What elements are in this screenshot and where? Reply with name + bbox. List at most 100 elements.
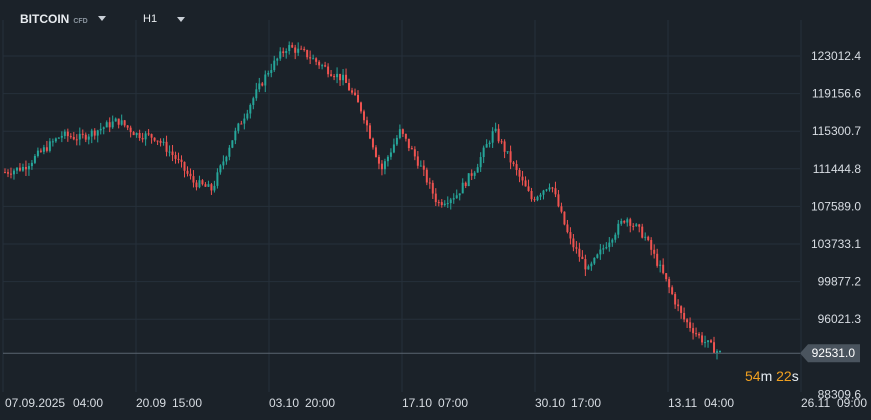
candle-body bbox=[252, 98, 255, 105]
candle-body bbox=[207, 184, 210, 187]
candle-body bbox=[255, 89, 258, 99]
candle-body bbox=[276, 58, 279, 61]
candle-body bbox=[398, 129, 401, 138]
candle-body bbox=[273, 60, 276, 71]
candle-body bbox=[590, 263, 593, 267]
candle-body bbox=[389, 152, 392, 157]
candle-body bbox=[240, 123, 243, 125]
candle-body bbox=[156, 140, 159, 142]
price-axis-label: 88309.6 bbox=[818, 387, 862, 401]
candle-body bbox=[437, 202, 440, 204]
candle-body bbox=[452, 198, 455, 200]
candle-body bbox=[144, 133, 147, 140]
candle-body bbox=[267, 72, 270, 75]
candle-body bbox=[560, 206, 563, 212]
candle-body bbox=[90, 130, 93, 137]
candle-body bbox=[36, 150, 39, 156]
candle-body bbox=[431, 182, 434, 194]
candle-body bbox=[449, 199, 452, 204]
candle-body bbox=[548, 187, 551, 190]
candle-body bbox=[57, 137, 60, 139]
candle-body bbox=[464, 182, 467, 187]
time-axis-label: 30.10 bbox=[535, 396, 565, 410]
time-axis-label: 03.10 bbox=[269, 396, 299, 410]
candle-body bbox=[126, 125, 129, 128]
candle-body bbox=[614, 234, 617, 240]
candle-body bbox=[48, 141, 51, 151]
candle-body bbox=[554, 188, 557, 195]
candle-body bbox=[180, 159, 183, 162]
candle-body bbox=[282, 51, 285, 54]
candle-body bbox=[108, 122, 111, 128]
candle-body bbox=[626, 219, 629, 223]
candle-body bbox=[63, 131, 66, 136]
candle-body bbox=[261, 83, 264, 86]
candle-body bbox=[258, 83, 261, 90]
candle-body bbox=[713, 342, 716, 353]
chevron-down-icon[interactable] bbox=[177, 16, 186, 22]
time-axis-label: 07:00 bbox=[438, 396, 468, 410]
candle-body bbox=[395, 137, 398, 145]
candle-body bbox=[123, 120, 126, 126]
price-axis-label: 123012.4 bbox=[811, 49, 861, 63]
chevron-down-icon[interactable] bbox=[97, 16, 106, 21]
candle-body bbox=[339, 73, 342, 81]
candle-body bbox=[371, 138, 374, 148]
candle-body bbox=[416, 156, 419, 166]
candle-body bbox=[719, 350, 721, 352]
candle-body bbox=[425, 169, 428, 183]
candle-body bbox=[704, 342, 707, 344]
candle-body bbox=[533, 199, 536, 201]
candle-body bbox=[315, 58, 318, 62]
candle-body bbox=[4, 172, 6, 174]
candle-body bbox=[536, 196, 539, 201]
candle-body bbox=[608, 242, 611, 248]
price-axis[interactable]: 123012.4 119156.6 115300.7 111444.8 107589.0… bbox=[811, 49, 861, 401]
current-price-tag bbox=[800, 344, 860, 363]
time-axis[interactable]: 07.09.2025 04:00 20.09 15:00 03.10 20:00 17.10… bbox=[5, 396, 867, 410]
candle-body bbox=[512, 162, 515, 165]
candle-body bbox=[386, 156, 389, 162]
candle-body bbox=[485, 144, 488, 148]
candle-body bbox=[593, 257, 596, 264]
candle-body bbox=[12, 170, 15, 175]
candle-body bbox=[692, 328, 695, 334]
candle-body bbox=[584, 259, 587, 270]
symbol-selector[interactable]: BITCOIN CFD bbox=[20, 12, 106, 26]
candle-body bbox=[279, 51, 282, 59]
candle-body bbox=[318, 61, 321, 66]
candle-body bbox=[362, 111, 365, 121]
candle-body bbox=[66, 131, 69, 137]
candle-body bbox=[611, 239, 614, 243]
candle-body bbox=[476, 167, 479, 173]
candle-body bbox=[473, 172, 476, 176]
time-axis-label: 17:00 bbox=[571, 396, 601, 410]
candle-body bbox=[192, 176, 195, 183]
time-axis-label: 04:00 bbox=[73, 396, 103, 410]
candle-body bbox=[434, 193, 437, 203]
candle-body bbox=[186, 170, 189, 174]
candle-body bbox=[653, 249, 656, 254]
candle-body bbox=[605, 247, 608, 249]
candle-body bbox=[365, 120, 368, 126]
candle-body bbox=[515, 164, 518, 170]
candle-body bbox=[117, 118, 120, 125]
time-axis-label: 20.09 bbox=[136, 396, 166, 410]
candle-body bbox=[410, 148, 413, 150]
timeframe-selector[interactable]: H1 bbox=[143, 13, 186, 25]
candle-body bbox=[695, 333, 698, 335]
candle-body bbox=[581, 256, 584, 260]
candle-body bbox=[689, 322, 692, 329]
candle-body bbox=[243, 118, 246, 124]
candle-body bbox=[701, 335, 704, 343]
candle-body bbox=[285, 50, 288, 54]
candle-body bbox=[360, 102, 363, 112]
candle-body bbox=[249, 104, 252, 114]
candle-body bbox=[644, 236, 647, 238]
price-axis-label: 96021.3 bbox=[818, 312, 862, 326]
candle-body bbox=[602, 248, 605, 250]
candle-body bbox=[392, 144, 395, 153]
candle-body bbox=[506, 151, 509, 153]
